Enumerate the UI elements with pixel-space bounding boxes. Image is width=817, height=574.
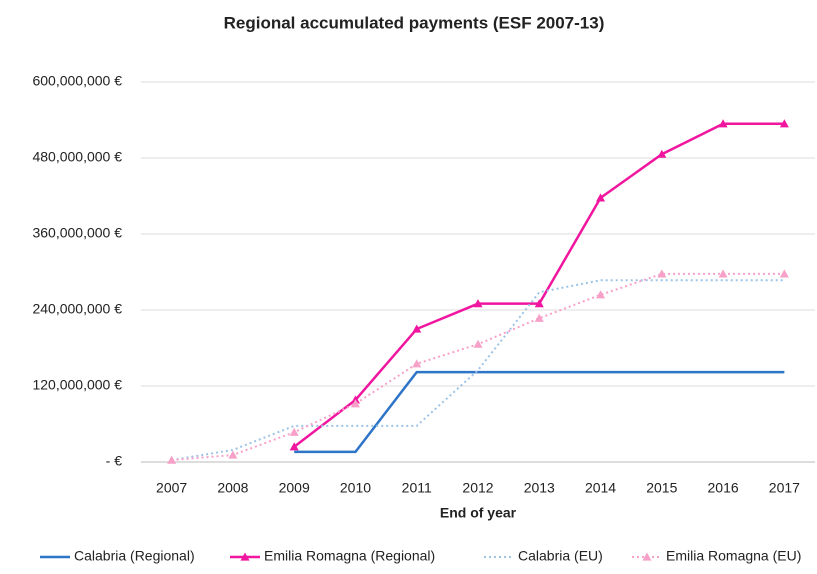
x-tick-label: 2012 (462, 480, 493, 496)
x-tick-label: 2010 (340, 480, 371, 496)
marker (473, 339, 483, 348)
marker (289, 427, 299, 436)
legend-marker (642, 552, 652, 561)
x-tick-label: 2007 (156, 480, 187, 496)
marker (657, 149, 667, 158)
marker (289, 442, 299, 451)
y-tick-label: 120,000,000 € (32, 377, 122, 393)
y-tick-label: 360,000,000 € (32, 225, 122, 241)
legend-marker (240, 552, 250, 561)
legend-label: Emilia Romagna (Regional) (264, 548, 435, 564)
x-tick-label: 2013 (524, 480, 555, 496)
marker (412, 324, 422, 333)
legend-label: Emilia Romagna (EU) (666, 548, 801, 564)
legend-label: Calabria (EU) (518, 548, 603, 564)
marker (228, 450, 238, 459)
marker (596, 290, 606, 299)
series-line (171, 279, 785, 462)
marker (779, 119, 789, 128)
series-line (293, 122, 785, 448)
marker (779, 269, 789, 278)
x-tick-label: 2016 (708, 480, 739, 496)
marker (534, 299, 544, 308)
chart-title: Regional accumulated payments (ESF 2007-… (224, 13, 605, 32)
marker (596, 193, 606, 202)
x-tick-label: 2011 (402, 480, 432, 496)
marker (657, 269, 667, 278)
legend-label: Calabria (Regional) (74, 548, 195, 564)
marker (473, 299, 483, 308)
y-tick-label: 240,000,000 € (32, 301, 122, 317)
marker (412, 359, 422, 368)
y-tick-label: 480,000,000 € (32, 149, 122, 165)
x-axis-label: End of year (440, 505, 517, 521)
marker (534, 313, 544, 322)
x-tick-label: 2015 (646, 480, 677, 496)
series-line (294, 370, 785, 454)
marker (350, 399, 360, 408)
y-tick-label: - € (106, 453, 123, 469)
x-tick-label: 2014 (585, 480, 616, 496)
x-tick-label: 2008 (217, 480, 248, 496)
x-tick-label: 2017 (769, 480, 800, 496)
x-tick-label: 2009 (279, 480, 310, 496)
y-tick-label: 600,000,000 € (32, 73, 122, 89)
marker (718, 119, 728, 128)
marker (718, 269, 728, 278)
marker (167, 455, 177, 464)
